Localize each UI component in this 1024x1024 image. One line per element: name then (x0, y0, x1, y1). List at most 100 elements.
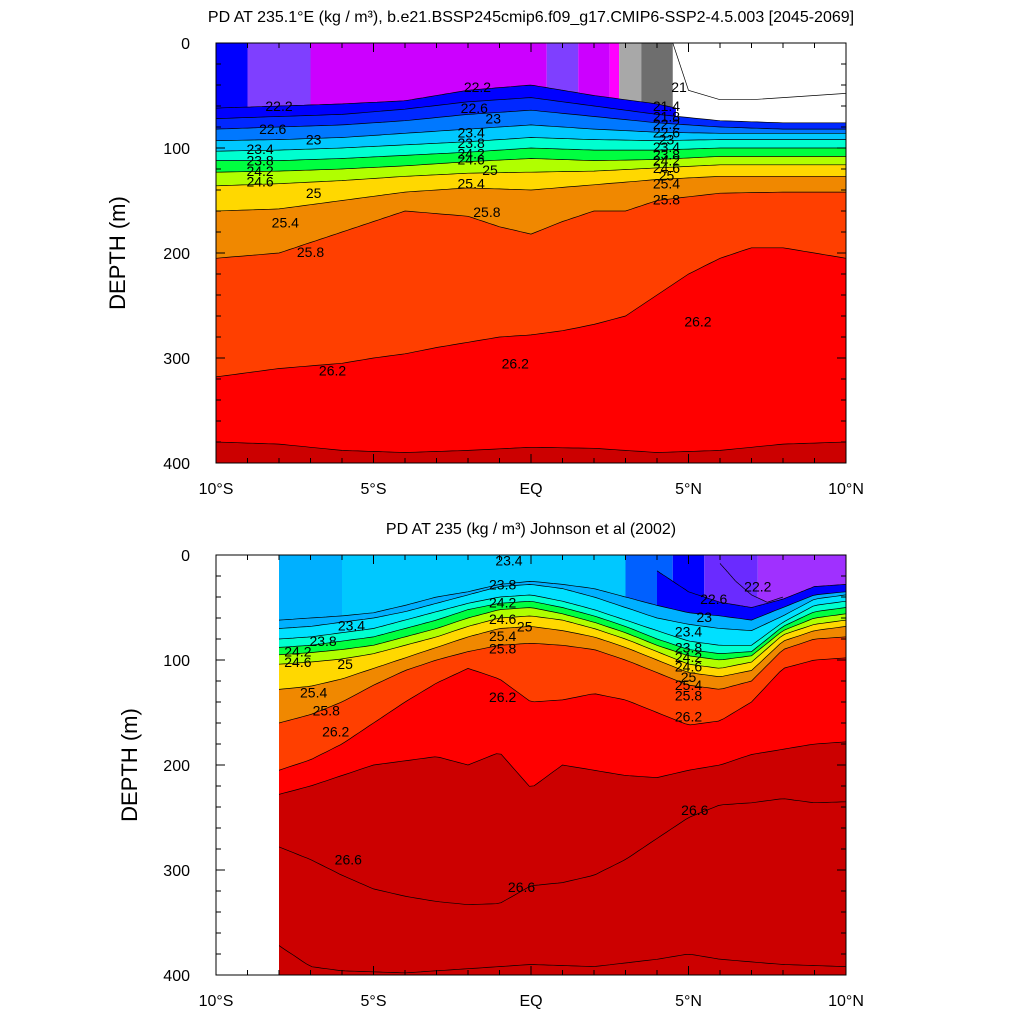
contour-label: 24.2 (458, 145, 485, 161)
y-tick-label: 300 (163, 351, 190, 368)
contour-label: 26.6 (681, 802, 708, 818)
contour-line (656, 570, 846, 608)
x-axis: 10°S 5°S EQ 5°N 10°N (199, 43, 864, 498)
contour-label: 24.6 (246, 174, 273, 190)
contour-label: 22.6 (653, 124, 680, 140)
contour-label: 24.6 (284, 654, 311, 670)
contour-label: 23.4 (458, 124, 485, 140)
contour-fills (216, 43, 846, 463)
contour-label: 26.2 (489, 689, 516, 705)
y-tick-label: 200 (163, 246, 190, 263)
contour-line (216, 156, 846, 173)
contour-label: 24.6 (489, 611, 516, 627)
contour-label: 26.6 (335, 852, 362, 868)
chart-title: PD AT 235.1°E (kg / m³), b.e21.BSSP245cm… (208, 9, 854, 26)
contour-label: 23 (306, 132, 322, 148)
contour-label: 22.2 (653, 116, 680, 132)
contour-label: 25 (306, 185, 322, 201)
contour-label: 25 (681, 669, 697, 685)
contour-label: 21.8 (653, 109, 680, 125)
contour-label: 23.8 (489, 576, 516, 592)
contour-label: 23.4 (495, 552, 522, 568)
contour-line (279, 581, 846, 621)
y-axis-label: DEPTH (m) (117, 708, 142, 822)
contour-line (279, 615, 846, 669)
contour-line (216, 247, 846, 378)
contour-label: 25.4 (458, 176, 485, 192)
contour-line (719, 563, 784, 603)
contour-fills (279, 555, 846, 975)
contour-line (279, 626, 846, 690)
contour-label: 23.4 (675, 624, 702, 640)
contour-band (216, 247, 846, 463)
contour-label: 22.2 (265, 98, 292, 114)
x-tick-label: EQ (519, 993, 542, 1010)
x-tick-label: 5°N (675, 993, 702, 1010)
contour-label: 25.8 (313, 702, 340, 718)
contour-label: 24.6 (675, 658, 702, 674)
contour-label: 25 (659, 167, 675, 183)
y-tick-label: 100 (163, 141, 190, 158)
contour-line (279, 584, 846, 631)
missing-data-region (672, 43, 846, 101)
contour-labels: 23.423.824.224.6 2525.425.826.226.623.423… (284, 552, 771, 895)
bottom-panel: 23.423.824.224.6 2525.425.826.226.623.423… (117, 521, 864, 1010)
contour-label: 24.6 (458, 152, 485, 168)
x-axis: 10°S 5°S EQ 5°N 10°N (199, 555, 864, 1010)
x-tick-label: 5°S (361, 993, 387, 1010)
contour-label: 25 (337, 656, 353, 672)
contour-line (216, 97, 846, 124)
y-tick-label: 0 (181, 548, 190, 565)
contour-label: 25.8 (675, 688, 702, 704)
top-panel: 22.222.62323.423.824.224.62525.425.826.2… (105, 9, 864, 498)
contour-label: 25.8 (489, 640, 516, 656)
contour-line (216, 84, 676, 109)
contour-label: 26.2 (675, 709, 702, 725)
y-tick-label: 200 (163, 758, 190, 775)
y-tick-label: 400 (163, 456, 190, 473)
contour-label: 24.2 (489, 594, 516, 610)
contour-label: 22.2 (744, 579, 771, 595)
x-tick-label: 10°N (828, 481, 864, 498)
contour-label: 23.8 (653, 146, 680, 162)
x-tick-label: 10°N (828, 993, 864, 1010)
contour-label: 25.8 (653, 191, 680, 207)
contour-label: 24.2 (284, 644, 311, 660)
contour-label: 22.6 (259, 121, 286, 137)
contour-label: 25.4 (272, 215, 299, 231)
contour-label: 23 (696, 609, 712, 625)
contour-label: 23 (659, 132, 675, 148)
contour-line (279, 798, 846, 906)
contour-line (279, 594, 846, 646)
contour-label: 23.4 (246, 141, 273, 157)
contour-label: 24.2 (246, 163, 273, 179)
contour-line (216, 164, 846, 187)
contour-label: 24.2 (653, 153, 680, 169)
contour-label: 26.2 (322, 723, 349, 739)
contour-label: 23 (485, 111, 501, 127)
contour-label: 23.8 (246, 153, 273, 169)
contour-label: 25.4 (675, 677, 702, 693)
contour-line (216, 109, 846, 130)
contour-label: 26.2 (319, 363, 346, 379)
contour-label: 25.4 (300, 685, 327, 701)
x-tick-label: 10°S (199, 481, 234, 498)
contour-label: 22.2 (464, 79, 491, 95)
contour-label: 21.4 (653, 98, 680, 114)
contour-line (279, 741, 846, 795)
y-axis-label: DEPTH (m) (105, 196, 130, 310)
contour-label: 25.8 (297, 244, 324, 260)
contour-line (279, 636, 846, 724)
contour-band (279, 798, 846, 975)
y-tick-label: 100 (163, 653, 190, 670)
contour-labels: 22.222.62323.423.824.224.62525.425.826.2… (246, 79, 711, 379)
contour-label: 23.4 (653, 139, 680, 155)
contour-line (216, 191, 846, 259)
contour-label: 24.2 (675, 649, 702, 665)
x-tick-label: 5°S (361, 481, 387, 498)
contour-line (279, 600, 846, 654)
contour-label: 25 (517, 618, 533, 634)
contour-line (216, 441, 846, 453)
contour-line (279, 657, 846, 771)
